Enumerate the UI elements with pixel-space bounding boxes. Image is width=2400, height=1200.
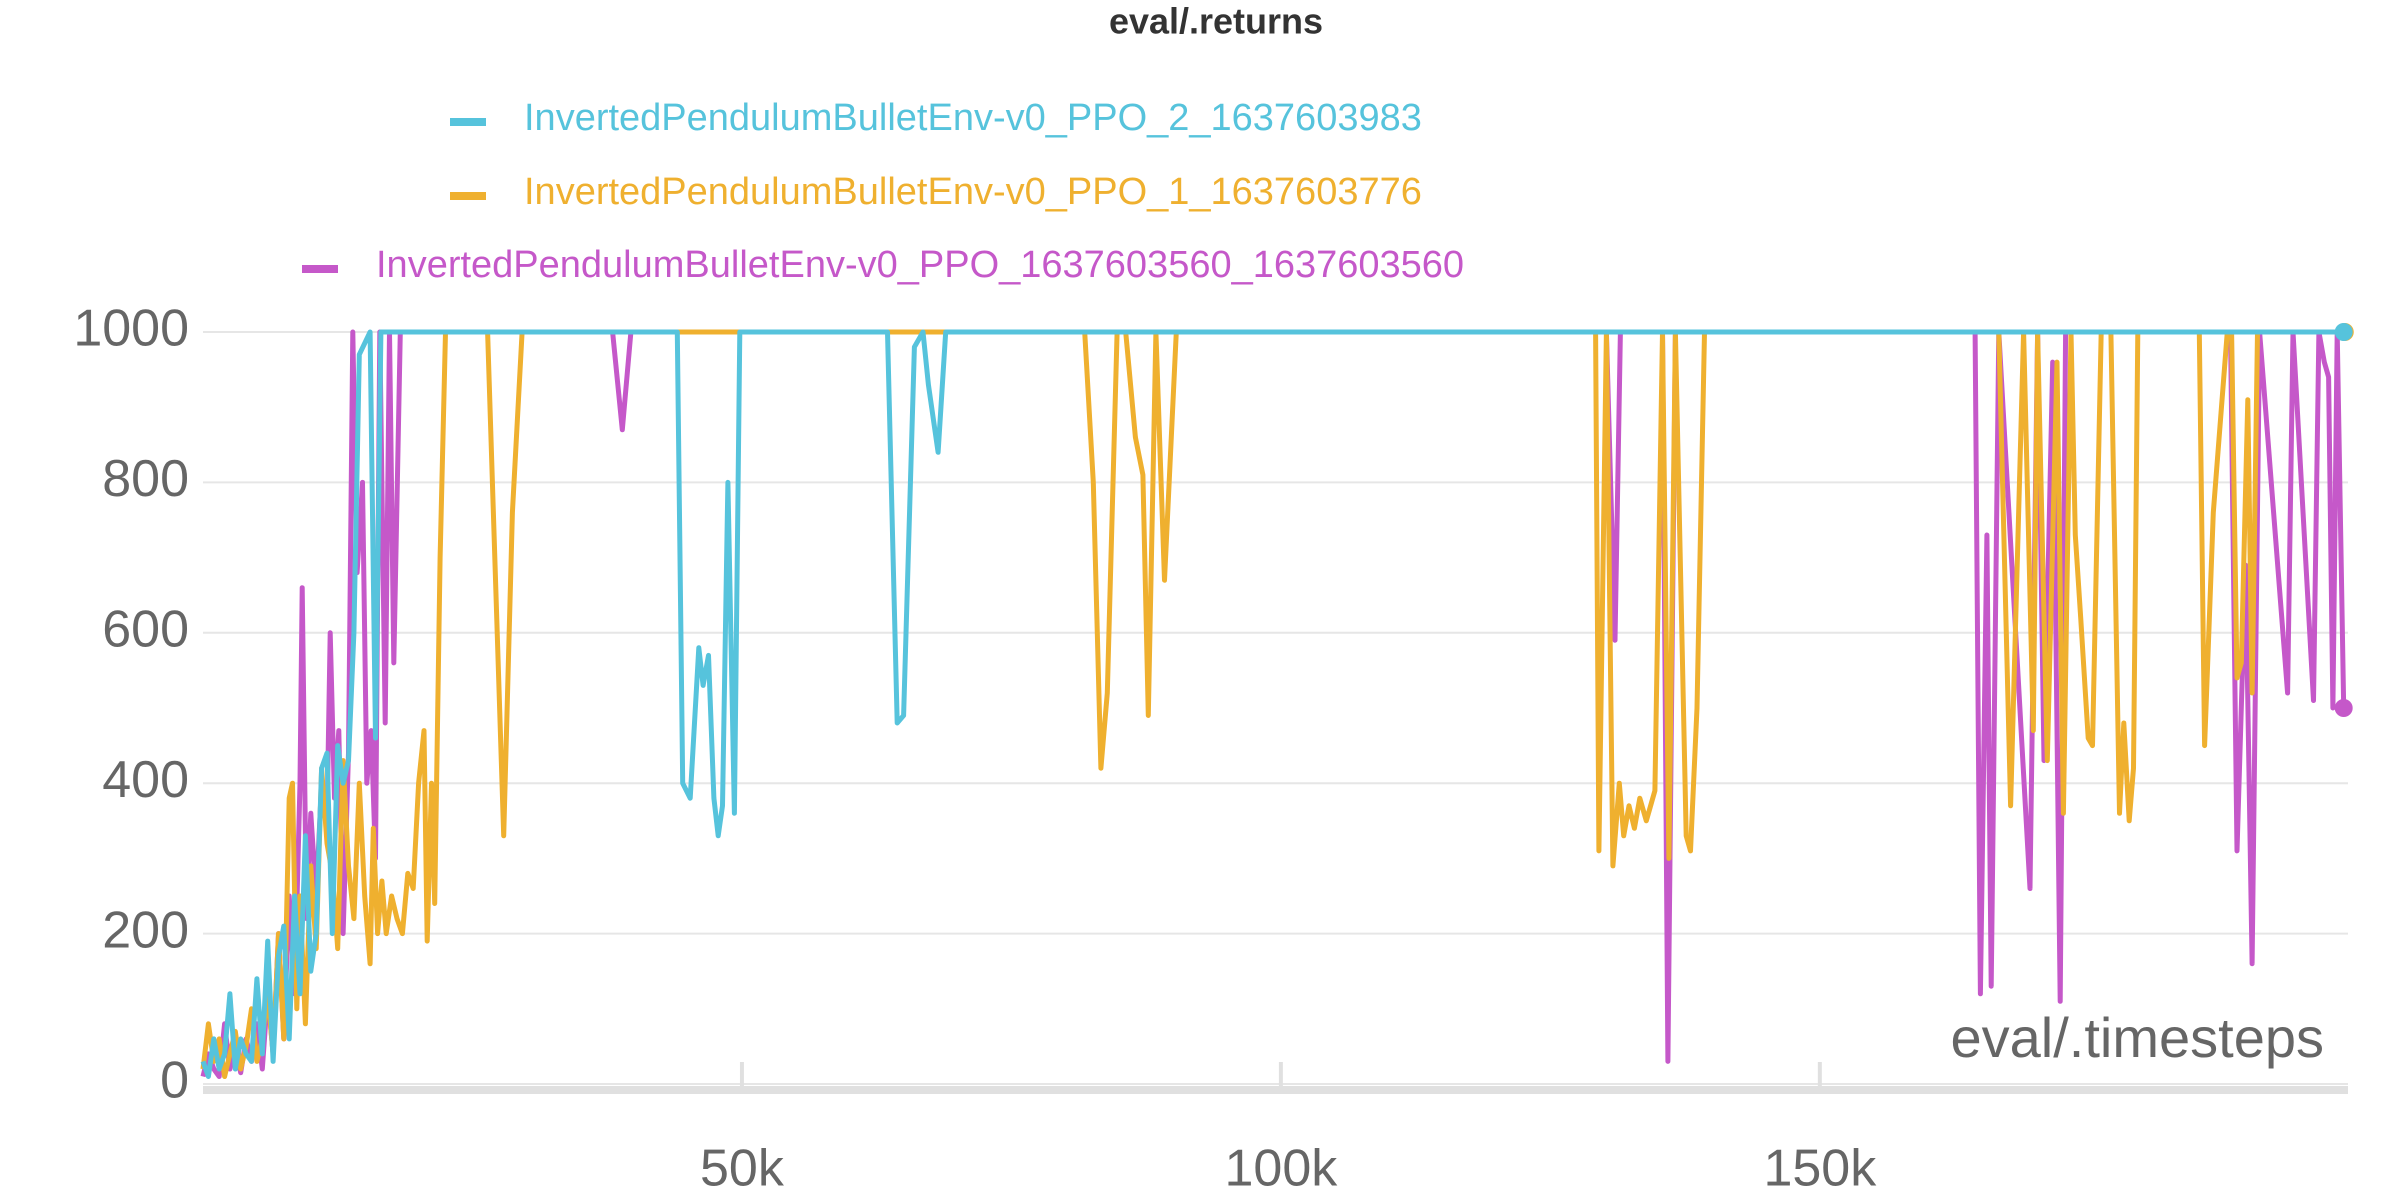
series-line [200, 329, 2345, 1079]
y-tick-label: 400 [102, 751, 189, 809]
y-tick-label: 1000 [73, 300, 189, 358]
legend-label: InvertedPendulumBulletEnv-v0_PPO_1637603… [376, 244, 1464, 286]
y-tick-label: 0 [160, 1052, 189, 1110]
y-tick-label: 600 [102, 601, 189, 659]
x-tick-label: 50k [700, 1140, 785, 1198]
x-axis-label: eval/.timesteps [1951, 1006, 2325, 1069]
legend-label: InvertedPendulumBulletEnv-v0_PPO_1_16376… [524, 171, 1422, 213]
series-end-dot [2334, 323, 2353, 341]
series-line [200, 329, 2344, 1079]
x-tick-label: 100k [1225, 1140, 1339, 1198]
x-tick-label: 150k [1763, 1140, 1877, 1198]
y-tick-label: 800 [102, 450, 189, 508]
chart-title: eval/.returns [1109, 1, 1323, 42]
series-end-dot [2334, 699, 2353, 717]
legend-label: InvertedPendulumBulletEnv-v0_PPO_2_16376… [524, 97, 1422, 139]
y-tick-label: 200 [102, 901, 189, 959]
